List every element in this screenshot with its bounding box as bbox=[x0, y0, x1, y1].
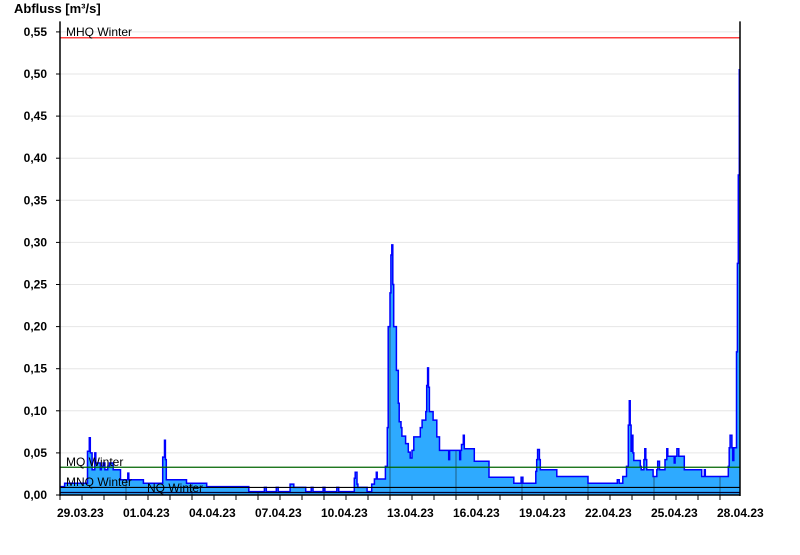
gridlines bbox=[60, 31, 740, 454]
reference-lines: MHQ Winter MQ Winter MNQ Winter NQ Winter bbox=[60, 25, 740, 495]
y-tick-label: 0,20 bbox=[24, 320, 48, 334]
y-axis-label: Abfluss [m³/s] bbox=[14, 1, 101, 16]
reference-line-label: MQ Winter bbox=[66, 455, 123, 469]
y-tick-label: 0,40 bbox=[24, 151, 48, 165]
series-area bbox=[60, 69, 741, 496]
x-tick-label: 22.04.23 bbox=[585, 506, 632, 520]
y-tick-label: 0,00 bbox=[24, 488, 48, 502]
x-tick-label: 28.04.23 bbox=[717, 506, 764, 520]
y-tick-label: 0,25 bbox=[24, 278, 48, 292]
y-tick-label: 0,50 bbox=[24, 67, 48, 81]
x-tick-label: 29.03.23 bbox=[57, 506, 104, 520]
x-tick-label: 04.04.23 bbox=[189, 506, 236, 520]
reference-line-label: MHQ Winter bbox=[66, 25, 132, 39]
y-tick-label: 0,45 bbox=[24, 109, 48, 123]
y-tick-label: 0,30 bbox=[24, 235, 48, 249]
y-tick-label: 0,10 bbox=[24, 404, 48, 418]
series-line bbox=[60, 69, 741, 493]
reference-line-label: NQ Winter bbox=[147, 481, 203, 495]
y-tick-label: 0,35 bbox=[24, 193, 48, 207]
x-tick-label: 13.04.23 bbox=[387, 506, 434, 520]
x-tick-label: 19.04.23 bbox=[519, 506, 566, 520]
series-fill bbox=[60, 69, 740, 496]
y-tick-label: 0,55 bbox=[24, 25, 48, 39]
x-tick-label: 07.04.23 bbox=[255, 506, 302, 520]
x-tick-label: 16.04.23 bbox=[453, 506, 500, 520]
x-tick-label: 01.04.23 bbox=[123, 506, 170, 520]
y-tick-label: 0,05 bbox=[24, 446, 48, 460]
y-tick-label: 0,15 bbox=[24, 362, 48, 376]
axes: 0,00 0,05 0,10 0,15 0,20 0,25 0,30 0,35 0,40 0,45… bbox=[24, 21, 764, 520]
x-tick-label: 10.04.23 bbox=[321, 506, 368, 520]
x-tick-label: 25.04.23 bbox=[651, 506, 698, 520]
reference-line-label: MNQ Winter bbox=[66, 475, 132, 489]
